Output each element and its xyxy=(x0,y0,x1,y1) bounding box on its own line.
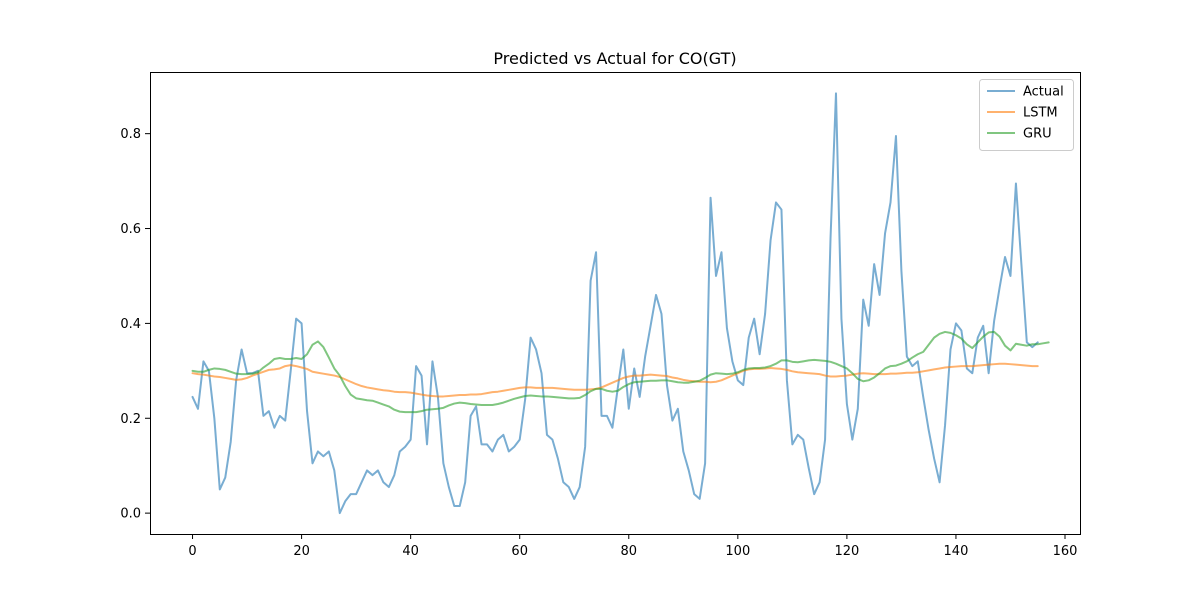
y-axis: 0.0 0.2 0.4 0.6 0.8 xyxy=(120,127,150,522)
legend: Actual LSTM GRU xyxy=(979,79,1074,151)
x-tick-label: 20 xyxy=(293,544,310,559)
series-line-gru xyxy=(191,330,1050,414)
x-tick-label: 60 xyxy=(511,544,528,559)
x-axis: 0 20 40 60 80 100 120 140 160 xyxy=(188,534,1077,559)
series-line-lstm xyxy=(191,362,1039,398)
x-tick-label: 160 xyxy=(1053,544,1078,559)
y-tick-label: 0.4 xyxy=(120,317,141,332)
legend-label-gru: GRU xyxy=(1023,127,1052,142)
x-tick-label: 80 xyxy=(620,544,637,559)
x-tick-label: 0 xyxy=(188,544,196,559)
chart-title: Predicted vs Actual for CO(GT) xyxy=(493,49,736,68)
x-tick-label: 40 xyxy=(402,544,419,559)
legend-label-lstm: LSTM xyxy=(1023,106,1058,121)
y-tick-label: 0.0 xyxy=(120,507,141,522)
y-tick-label: 0.2 xyxy=(120,412,141,427)
series-layer xyxy=(191,92,1050,515)
plot-frame xyxy=(150,72,1081,535)
x-tick-label: 120 xyxy=(834,544,859,559)
y-tick-label: 0.6 xyxy=(120,222,141,237)
x-tick-label: 140 xyxy=(944,544,969,559)
legend-label-actual: Actual xyxy=(1023,85,1064,100)
x-tick-label: 100 xyxy=(725,544,750,559)
y-tick-label: 0.8 xyxy=(120,127,141,142)
series-line-actual xyxy=(191,92,1039,515)
